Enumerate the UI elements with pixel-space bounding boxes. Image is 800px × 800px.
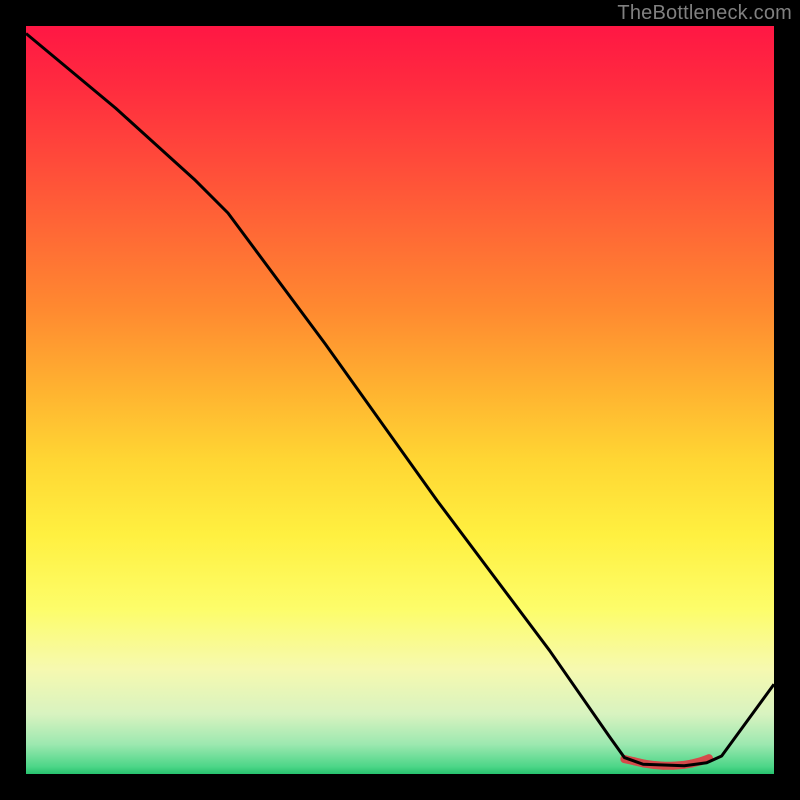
watermark-text: TheBottleneck.com [617, 2, 792, 25]
chart-plot [26, 26, 774, 774]
chart-container: TheBottleneck.com [0, 0, 800, 800]
